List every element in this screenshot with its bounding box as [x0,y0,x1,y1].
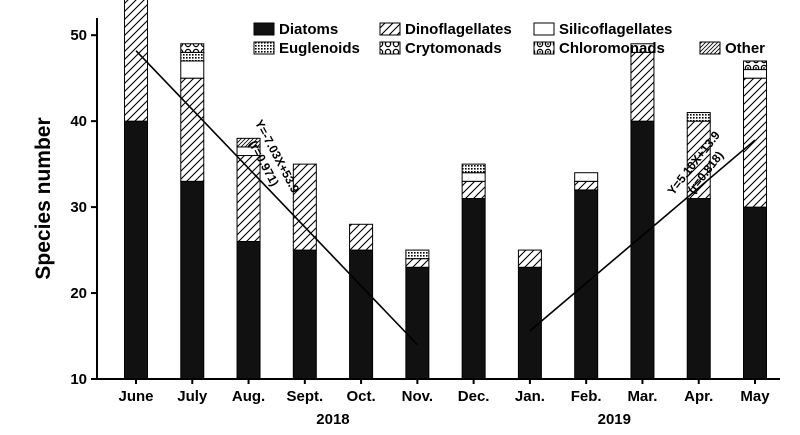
y-tick-label-10: 10 [70,371,87,388]
legend-label-dinoflagellates: Dinoflagellates [405,21,512,38]
legend: Diatoms Dinoflagellates Silicoflagellates E… [253,21,765,57]
bar-feb-dinoflagellates [574,180,599,191]
x-tick-label-dec: Dec. [458,388,490,405]
bar-nov-euglenoids [405,249,430,260]
x-tick-label-july: July [177,388,208,405]
bar-nov-dinoflagellates [405,258,430,268]
bar-nov-diatoms [405,266,430,380]
bar-may-chloromonads [743,60,767,71]
bar-july-silicoflagellates [180,60,205,79]
bar-feb-diatoms [574,189,599,380]
bar-sept-diatoms [292,249,317,380]
axes: 10 20 30 40 50 Species number June July Aug. Sept… [32,18,780,428]
year-label-2019: 2019 [598,411,631,428]
bar-july-dinoflagellates [180,77,205,182]
bar-july-euglenoids [180,51,205,62]
y-tick-label-20: 20 [70,285,87,302]
x-tick-label-jan: Jan. [515,388,545,405]
bar-dec-dinoflagellates [461,180,486,199]
bar-mar-silicoflagellates [630,43,655,53]
legend-swatch-chloromonads [533,41,555,55]
x-tick-label-apr: Apr. [684,388,713,405]
bar-dec-euglenoids [461,163,486,174]
bar-apr-diatoms [686,198,711,380]
bar-july-crytomonads [180,43,205,53]
y-axis-title: Species number [32,117,55,279]
bar-feb-silicoflagellates [574,172,599,182]
trend-lines: Y=-7.03X+53.9(r=0.971) Y=5.10X+13.9(r=0.8… [135,50,756,346]
legend-label-silicoflagellates: Silicoflagellates [559,21,672,38]
legend-swatch-silicoflagellates [533,22,555,36]
legend-swatch-other [699,41,721,55]
legend-label-diatoms: Diatoms [279,21,338,38]
legend-label-euglenoids: Euglenoids [279,40,360,57]
trend-line-2 [529,139,756,332]
bar-dec-silicoflagellates [461,172,486,182]
bar-mar-dinoflagellates [630,51,655,122]
bar-june-dinoflagellates [124,0,148,122]
y-tick-label-40: 40 [70,113,87,130]
y-tick-label-50: 50 [70,27,87,44]
x-tick-label-aug: Aug. [232,388,265,405]
plot-area [124,0,767,380]
legend-label-crytomonads: Crytomonads [405,40,502,57]
legend-swatch-crytomonads [379,41,401,55]
bar-aug-other [236,137,261,148]
x-tick-label-sept: Sept. [286,388,323,405]
bar-may-silicoflagellates [743,69,767,79]
bar-sept-dinoflagellates [292,163,317,251]
x-tick-label-feb: Feb. [571,388,602,405]
bar-june-diatoms [124,120,148,380]
legend-swatch-dinoflagellates [379,22,401,36]
year-label-2018: 2018 [316,411,349,428]
bar-oct-dinoflagellates [349,223,374,251]
bar-dec-diatoms [461,198,486,380]
legend-label-chloromonads: Chloromonads [559,40,665,57]
x-tick-label-mar: Mar. [627,388,657,405]
y-tick-label-30: 30 [70,199,87,216]
x-tick-label-may: May [740,388,770,405]
bar-apr-euglenoids [686,112,711,122]
bar-may-dinoflagellates [743,77,767,208]
bar-aug-diatoms [236,240,261,380]
legend-label-other: Other [725,40,765,57]
trend-line-1 [135,50,418,346]
legend-swatch-euglenoids [253,41,275,55]
legend-swatch-diatoms [253,22,275,36]
bar-jan-dinoflagellates [517,249,542,268]
x-tick-label-oct: Oct. [346,388,375,405]
x-tick-label-june: June [118,388,153,405]
bar-july-diatoms [180,180,205,380]
bar-oct-diatoms [349,249,374,380]
x-tick-label-nov: Nov. [402,388,433,405]
bar-mar-diatoms [630,120,655,380]
bar-may-diatoms [743,206,767,380]
